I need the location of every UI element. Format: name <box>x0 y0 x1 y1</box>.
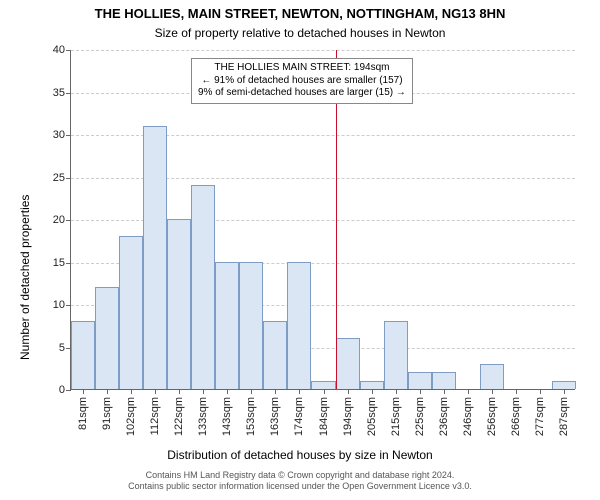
gridline <box>71 50 575 51</box>
xtick-label: 143sqm <box>221 397 233 436</box>
xtick-label: 133sqm <box>197 397 209 436</box>
footer-attribution: Contains HM Land Registry data © Crown c… <box>0 470 600 492</box>
ytick-mark <box>66 178 71 179</box>
histogram-bar <box>360 381 384 390</box>
xtick-label: 122sqm <box>173 397 185 436</box>
xtick-label: 91sqm <box>101 397 113 430</box>
annotation-line: THE HOLLIES MAIN STREET: 194sqm <box>198 62 406 75</box>
annotation-box: THE HOLLIES MAIN STREET: 194sqm← 91% of … <box>191 58 413 104</box>
y-axis-label: Number of detached properties <box>18 195 32 360</box>
xtick-label: 215sqm <box>390 397 402 436</box>
histogram-bar <box>143 126 167 390</box>
xtick-mark <box>420 389 421 394</box>
annotation-line: 9% of semi-detached houses are larger (1… <box>198 87 406 100</box>
ytick-mark <box>66 390 71 391</box>
histogram-bar <box>287 262 311 390</box>
histogram-bar <box>167 219 191 389</box>
xtick-label: 205sqm <box>366 397 378 436</box>
xtick-label: 102sqm <box>125 397 137 436</box>
histogram-bar <box>432 372 456 389</box>
xtick-mark <box>275 389 276 394</box>
xtick-mark <box>444 389 445 394</box>
xtick-mark <box>155 389 156 394</box>
xtick-mark <box>131 389 132 394</box>
ytick-label: 10 <box>53 299 65 311</box>
histogram-chart: THE HOLLIES, MAIN STREET, NEWTON, NOTTIN… <box>0 0 600 500</box>
xtick-mark <box>396 389 397 394</box>
histogram-bar <box>480 364 504 390</box>
ytick-mark <box>66 135 71 136</box>
xtick-mark <box>227 389 228 394</box>
xtick-mark <box>251 389 252 394</box>
xtick-label: 163sqm <box>269 397 281 436</box>
xtick-mark <box>468 389 469 394</box>
xtick-label: 236sqm <box>438 397 450 436</box>
ytick-mark <box>66 220 71 221</box>
histogram-bar <box>71 321 95 389</box>
ytick-label: 30 <box>53 129 65 141</box>
histogram-bar <box>95 287 119 389</box>
xtick-label: 174sqm <box>293 397 305 436</box>
xtick-mark <box>540 389 541 394</box>
ytick-mark <box>66 305 71 306</box>
ytick-mark <box>66 50 71 51</box>
xtick-mark <box>83 389 84 394</box>
xtick-label: 225sqm <box>414 397 426 436</box>
xtick-mark <box>324 389 325 394</box>
xtick-mark <box>348 389 349 394</box>
ytick-label: 0 <box>59 384 65 396</box>
x-axis-label: Distribution of detached houses by size … <box>0 448 600 462</box>
ytick-label: 35 <box>53 87 65 99</box>
xtick-label: 184sqm <box>318 397 330 436</box>
footer-line: Contains public sector information licen… <box>0 481 600 492</box>
histogram-bar <box>552 381 576 390</box>
xtick-mark <box>179 389 180 394</box>
histogram-bar <box>215 262 239 390</box>
ytick-label: 15 <box>53 257 65 269</box>
xtick-label: 266sqm <box>510 397 522 436</box>
histogram-bar <box>311 381 335 390</box>
xtick-mark <box>203 389 204 394</box>
histogram-bar <box>336 338 360 389</box>
ytick-label: 20 <box>53 214 65 226</box>
xtick-label: 81sqm <box>77 397 89 430</box>
ytick-label: 40 <box>53 44 65 56</box>
ytick-mark <box>66 93 71 94</box>
histogram-bar <box>408 372 432 389</box>
ytick-label: 25 <box>53 172 65 184</box>
xtick-label: 256sqm <box>486 397 498 436</box>
xtick-mark <box>107 389 108 394</box>
plot-area: 051015202530354081sqm91sqm102sqm112sqm12… <box>70 50 575 390</box>
histogram-bar <box>119 236 143 389</box>
xtick-mark <box>492 389 493 394</box>
histogram-bar <box>384 321 408 389</box>
xtick-label: 112sqm <box>149 397 161 435</box>
histogram-bar <box>191 185 215 389</box>
histogram-bar <box>239 262 263 390</box>
histogram-bar <box>263 321 287 389</box>
footer-line: Contains HM Land Registry data © Crown c… <box>0 470 600 481</box>
xtick-label: 153sqm <box>245 397 257 436</box>
chart-title: THE HOLLIES, MAIN STREET, NEWTON, NOTTIN… <box>0 6 600 21</box>
xtick-label: 194sqm <box>342 397 354 436</box>
ytick-label: 5 <box>59 342 65 354</box>
chart-subtitle: Size of property relative to detached ho… <box>0 26 600 40</box>
xtick-mark <box>564 389 565 394</box>
xtick-label: 287sqm <box>558 397 570 436</box>
xtick-label: 246sqm <box>462 397 474 436</box>
xtick-mark <box>299 389 300 394</box>
xtick-mark <box>516 389 517 394</box>
ytick-mark <box>66 263 71 264</box>
annotation-line: ← 91% of detached houses are smaller (15… <box>198 75 406 88</box>
xtick-label: 277sqm <box>534 397 546 436</box>
xtick-mark <box>372 389 373 394</box>
